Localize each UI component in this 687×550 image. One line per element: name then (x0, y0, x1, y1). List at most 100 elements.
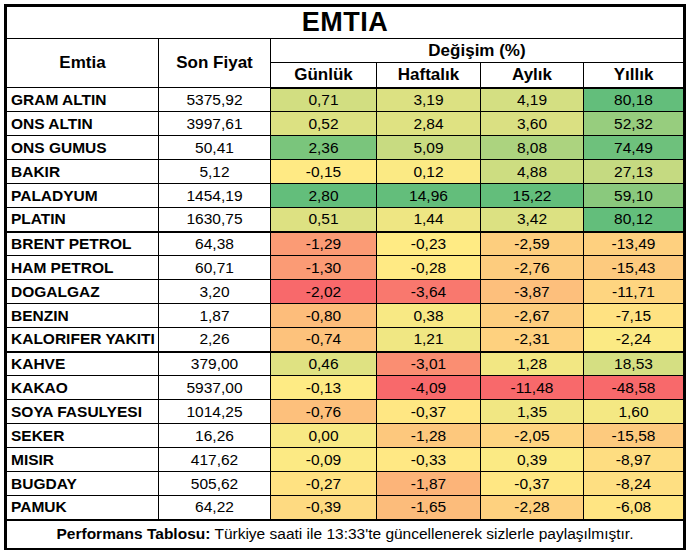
commodity-name: KAKAO (6, 376, 159, 400)
change-value-daily: -0,15 (271, 160, 377, 184)
commodity-name: GRAM ALTIN (6, 88, 159, 112)
table-row: KALORIFER YAKITI2,26-0,741,21-2,31-2,24 (6, 328, 685, 352)
change-value-monthly: -3,87 (481, 280, 584, 304)
change-value-monthly: -2,76 (481, 256, 584, 280)
footer-note: Performans Tablosu: Türkiye saati ile 13… (6, 520, 685, 550)
change-value-yearly: -8,97 (584, 448, 685, 472)
change-value-daily: -0,27 (271, 472, 377, 496)
table-row: KAKAO5937,00-0,13-4,09-11,48-48,58 (6, 376, 685, 400)
change-value-weekly: -3,01 (377, 352, 481, 376)
change-value-yearly: -15,58 (584, 424, 685, 448)
table-row: PALADYUM1454,192,8014,9615,2259,10 (6, 184, 685, 208)
col-header-period: Aylık (481, 63, 584, 88)
change-value-monthly: -2,05 (481, 424, 584, 448)
change-value-monthly: -2,31 (481, 328, 584, 352)
change-value-daily: 0,46 (271, 352, 377, 376)
footer-note-label: Performans Tablosu: (57, 525, 211, 542)
commodity-name: ONS ALTIN (6, 112, 159, 136)
change-value-monthly: 4,88 (481, 160, 584, 184)
commodity-name: BENZIN (6, 304, 159, 328)
change-value-yearly: 1,60 (584, 400, 685, 424)
col-header-period: Günlük (271, 63, 377, 88)
commodity-name: DOGALGAZ (6, 280, 159, 304)
change-value-weekly: 1,21 (377, 328, 481, 352)
change-value-monthly: -2,67 (481, 304, 584, 328)
table-row: PLATIN1630,750,511,443,4280,12 (6, 208, 685, 232)
commodity-name: SEKER (6, 424, 159, 448)
table-row: SEKER16,260,00-1,28-2,05-15,58 (6, 424, 685, 448)
change-value-monthly: 4,19 (481, 88, 584, 112)
table-row: MISIR417,62-0,09-0,330,39-8,97 (6, 448, 685, 472)
table-row: BAKIR5,12-0,150,124,8827,13 (6, 160, 685, 184)
table-row: ONS ALTIN3997,610,522,843,6052,32 (6, 112, 685, 136)
table-row: BENZIN1,87-0,800,38-2,67-7,15 (6, 304, 685, 328)
change-value-weekly: -1,87 (377, 472, 481, 496)
commodity-name: BUGDAY (6, 472, 159, 496)
last-price-value: 1454,19 (159, 184, 271, 208)
last-price-value: 3,20 (159, 280, 271, 304)
change-value-yearly: -2,24 (584, 328, 685, 352)
commodity-name: BRENT PETROL (6, 232, 159, 256)
change-value-daily: -0,39 (271, 496, 377, 520)
change-value-weekly: -4,09 (377, 376, 481, 400)
change-value-yearly: 59,10 (584, 184, 685, 208)
table-row: BRENT PETROL64,38-1,29-0,23-2,59-13,49 (6, 232, 685, 256)
change-value-weekly: -0,23 (377, 232, 481, 256)
change-value-weekly: 3,19 (377, 88, 481, 112)
change-value-daily: 0,00 (271, 424, 377, 448)
change-value-weekly: -0,28 (377, 256, 481, 280)
change-value-monthly: 15,22 (481, 184, 584, 208)
change-value-weekly: -0,33 (377, 448, 481, 472)
change-value-weekly: 1,44 (377, 208, 481, 232)
change-value-weekly: -0,37 (377, 400, 481, 424)
commodity-name: PAMUK (6, 496, 159, 520)
change-value-monthly: -0,37 (481, 472, 584, 496)
commodity-name: PALADYUM (6, 184, 159, 208)
table-row: SOYA FASULYESI1014,25-0,76-0,371,351,60 (6, 400, 685, 424)
last-price-value: 505,62 (159, 472, 271, 496)
change-value-weekly: -3,64 (377, 280, 481, 304)
col-header-period: Haftalık (377, 63, 481, 88)
col-header-period: Yıllık (584, 63, 685, 88)
change-value-weekly: 0,38 (377, 304, 481, 328)
last-price-value: 50,41 (159, 136, 271, 160)
commodity-name: MISIR (6, 448, 159, 472)
change-value-yearly: 18,53 (584, 352, 685, 376)
last-price-value: 5,12 (159, 160, 271, 184)
change-value-weekly: 2,84 (377, 112, 481, 136)
commodity-name: KAHVE (6, 352, 159, 376)
commodity-name: HAM PETROL (6, 256, 159, 280)
col-header-change-group: Değişim (%) (271, 39, 685, 63)
change-value-monthly: 8,08 (481, 136, 584, 160)
page-title: EMTIA (6, 6, 685, 39)
last-price-value: 5375,92 (159, 88, 271, 112)
change-value-weekly: 14,96 (377, 184, 481, 208)
col-header-last-price: Son Fiyat (159, 39, 271, 88)
commodity-performance-page: EMTIA Emtia Son Fiyat Değişim (%) Günlük… (0, 0, 687, 550)
table-row: BUGDAY505,62-0,27-1,87-0,37-8,24 (6, 472, 685, 496)
change-value-monthly: 3,60 (481, 112, 584, 136)
last-price-value: 16,26 (159, 424, 271, 448)
change-value-yearly: 80,12 (584, 208, 685, 232)
change-value-yearly: -8,24 (584, 472, 685, 496)
change-value-monthly: 0,39 (481, 448, 584, 472)
last-price-value: 379,00 (159, 352, 271, 376)
footer-row: Performans Tablosu: Türkiye saati ile 13… (6, 520, 685, 550)
commodity-name: PLATIN (6, 208, 159, 232)
change-value-daily: -0,76 (271, 400, 377, 424)
change-value-daily: 0,71 (271, 88, 377, 112)
last-price-value: 417,62 (159, 448, 271, 472)
header-row-1: Emtia Son Fiyat Değişim (%) (6, 39, 685, 63)
change-value-monthly: 1,28 (481, 352, 584, 376)
change-value-yearly: -13,49 (584, 232, 685, 256)
change-value-yearly: -6,08 (584, 496, 685, 520)
table-row: PAMUK64,22-0,39-1,65-2,28-6,08 (6, 496, 685, 520)
last-price-value: 1630,75 (159, 208, 271, 232)
commodity-name: ONS GUMUS (6, 136, 159, 160)
change-value-daily: 2,36 (271, 136, 377, 160)
last-price-value: 64,38 (159, 232, 271, 256)
change-value-daily: -1,30 (271, 256, 377, 280)
commodity-name: SOYA FASULYESI (6, 400, 159, 424)
change-value-daily: -0,80 (271, 304, 377, 328)
change-value-monthly: -2,59 (481, 232, 584, 256)
